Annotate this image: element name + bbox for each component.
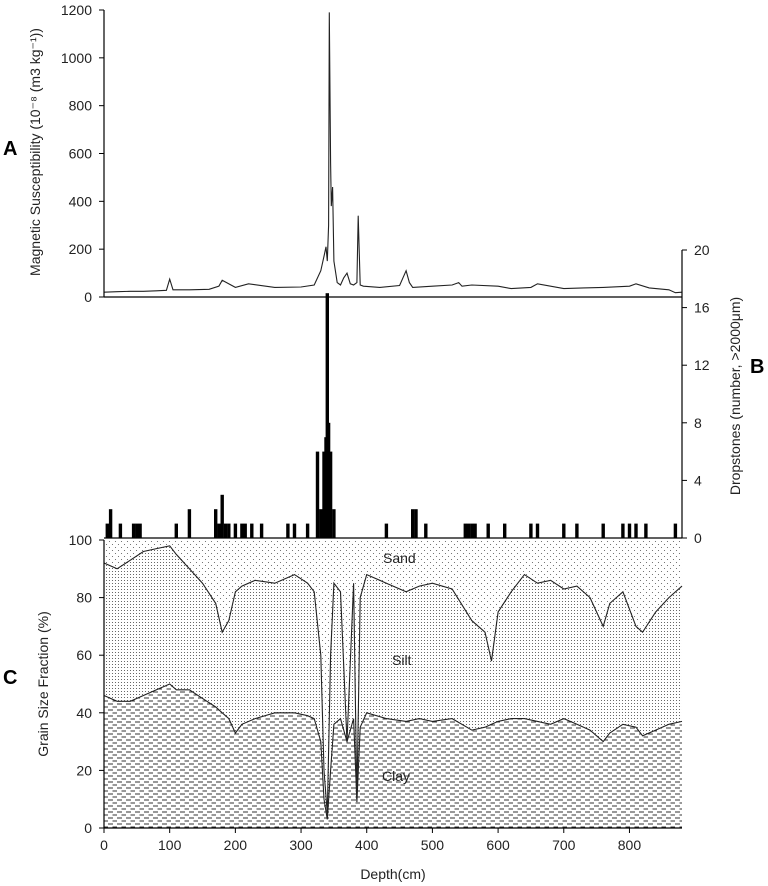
- dropstone-bar: [305, 523, 310, 538]
- dropstone-bar: [424, 523, 428, 538]
- panel-b-y-tick-label: 20: [694, 242, 710, 258]
- dropstone-bar: [627, 523, 632, 538]
- panel-c-y-tick-label: 20: [76, 762, 92, 778]
- dropstone-bar: [328, 451, 333, 538]
- dropstone-bar: [118, 523, 123, 538]
- dropstone-bar: [187, 509, 192, 538]
- panel-b-y-ticks: 0 4 8 12 16 20: [682, 242, 710, 546]
- panel-b-letter: B: [750, 356, 764, 378]
- dropstone-bar: [315, 451, 320, 538]
- panel-c: 0 20 40 60 80 100 0 100 200 300 400 500 600 700 800 S…: [3, 532, 683, 882]
- dropstone-bar: [322, 451, 326, 538]
- dropstone-bar: [621, 523, 625, 538]
- dropstone-bar: [325, 293, 329, 538]
- dropstone-bar: [131, 523, 136, 538]
- zone-label-clay: Clay: [382, 768, 410, 784]
- dropstone-bar: [473, 523, 477, 538]
- dropstone-bar: [243, 523, 247, 538]
- dropstone-bar: [332, 509, 336, 538]
- panel-c-y-tick-label: 40: [76, 705, 92, 721]
- panel-a-ylabel: Magnetic Susceptibility (10⁻⁸ (m3 kg⁻¹)): [27, 28, 43, 276]
- dropstone-bar: [135, 523, 139, 538]
- zone-label-silt: Silt: [392, 652, 412, 668]
- panel-c-y-tick-label: 0: [84, 820, 92, 836]
- dropstone-bar: [286, 523, 290, 538]
- dropstone-bar: [233, 523, 238, 538]
- panel-a-y-tick-label: 0: [84, 289, 92, 305]
- panel-c-x-ticks: 0 100 200 300 400 500 600 700 800: [100, 828, 641, 853]
- dropstone-bar: [463, 523, 467, 538]
- dropstone-bar: [250, 523, 254, 538]
- dropstone-bar: [319, 509, 323, 538]
- dropstone-bar: [108, 509, 113, 538]
- dropstone-bar: [292, 523, 297, 538]
- dropstone-bar: [535, 523, 540, 538]
- dropstone-bar: [138, 523, 142, 538]
- dropstone-bar: [384, 523, 389, 538]
- panel-a-y-tick-label: 600: [69, 146, 93, 162]
- panel-b-ylabel: Dropstones (number, >2000μm): [727, 297, 743, 495]
- panel-a-y-ticks: 0 200 400 600 800 1000 1200: [61, 2, 104, 305]
- dropstone-bar: [240, 523, 244, 538]
- dropstone-bar: [673, 523, 678, 538]
- panel-c-x-tick-label: 0: [100, 837, 108, 853]
- dropstone-bar: [227, 523, 231, 538]
- panel-c-clay-area: [104, 684, 682, 828]
- panel-c-silt-upper-line: [103, 545, 683, 814]
- dropstone-bar: [503, 523, 507, 538]
- panel-c-x-tick-label: 500: [421, 837, 445, 853]
- panel-b-y-tick-label: 12: [694, 357, 710, 373]
- panel-a-y-tick-label: 200: [69, 241, 93, 257]
- panel-b: 0 4 8 12 16 20 Dropstones (number, >2000μm) B: [104, 242, 764, 546]
- panel-a-y-tick-label: 400: [69, 193, 93, 209]
- panel-b-y-tick-label: 0: [694, 530, 702, 546]
- dropstone-bar: [259, 523, 264, 538]
- panel-c-x-tick-label: 400: [355, 837, 379, 853]
- panel-c-xlabel: Depth(cm): [360, 866, 425, 882]
- panel-b-y-tick-label: 8: [694, 415, 702, 431]
- dropstone-bar: [223, 523, 228, 538]
- dropstone-bar: [486, 523, 490, 538]
- dropstone-bar: [174, 523, 178, 538]
- dropstone-bar: [644, 523, 648, 538]
- dropstone-bar: [575, 523, 579, 538]
- panel-a-susceptibility-line: [103, 12, 683, 294]
- panel-c-y-ticks: 0 20 40 60 80 100: [69, 532, 104, 836]
- panel-b-y-tick-label: 4: [694, 472, 702, 488]
- dropstone-bar: [105, 523, 109, 538]
- panel-c-x-tick-label: 600: [486, 837, 510, 853]
- panel-c-letter: C: [3, 667, 17, 689]
- dropstone-bar: [217, 523, 221, 538]
- dropstone-bar: [466, 523, 471, 538]
- panel-a-y-tick-label: 1000: [61, 50, 92, 66]
- dropstone-bar: [411, 509, 415, 538]
- panel-c-x-tick-label: 100: [158, 837, 182, 853]
- panel-c-y-tick-label: 80: [76, 590, 92, 606]
- zone-label-sand: Sand: [383, 550, 416, 566]
- panel-b-y-tick-label: 16: [694, 300, 710, 316]
- dropstone-bar: [326, 422, 331, 538]
- panel-c-x-tick-label: 300: [289, 837, 313, 853]
- dropstone-bar: [529, 523, 533, 538]
- dropstone-bar: [562, 523, 566, 538]
- panel-c-x-tick-label: 800: [618, 837, 642, 853]
- panel-c-x-tick-label: 700: [552, 837, 576, 853]
- dropstone-bar: [220, 494, 224, 538]
- dropstone-bar: [414, 509, 418, 538]
- panel-a-y-tick-label: 800: [69, 98, 93, 114]
- dropstone-bar: [634, 523, 638, 538]
- panel-c-y-tick-label: 60: [76, 647, 92, 663]
- panel-c-x-tick-label: 200: [224, 837, 248, 853]
- panel-a: 0 200 400 600 800 1000 1200 Magnetic Susceptib…: [3, 2, 683, 305]
- panel-c-clay-upper-line: [103, 683, 683, 820]
- panel-b-bars: [105, 293, 678, 538]
- panel-c-y-tick-label: 100: [69, 532, 93, 548]
- panel-c-ylabel: Grain Size Fraction (%): [35, 611, 51, 756]
- panel-a-y-tick-label: 1200: [61, 2, 92, 18]
- dropstone-bar: [214, 509, 218, 538]
- dropstone-bar: [601, 523, 605, 538]
- dropstone-bar: [470, 523, 474, 538]
- panel-a-letter: A: [3, 138, 17, 160]
